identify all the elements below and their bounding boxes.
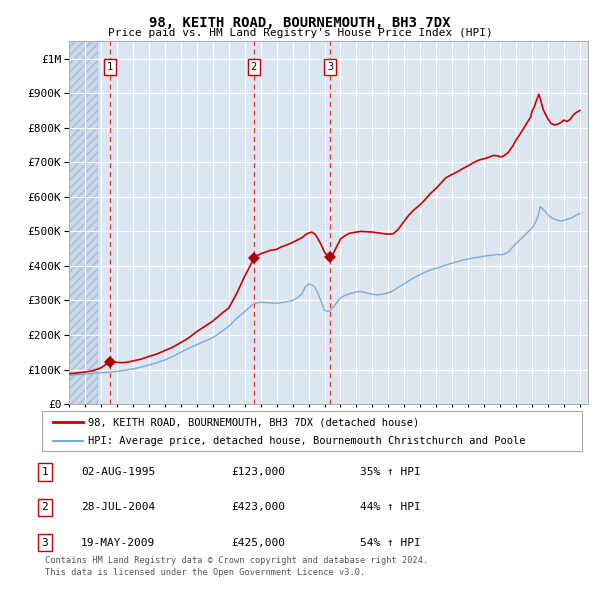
Text: £123,000: £123,000	[231, 467, 285, 477]
Text: Price paid vs. HM Land Registry's House Price Index (HPI): Price paid vs. HM Land Registry's House …	[107, 28, 493, 38]
Text: £425,000: £425,000	[231, 538, 285, 548]
Text: £423,000: £423,000	[231, 503, 285, 512]
Text: 44% ↑ HPI: 44% ↑ HPI	[360, 503, 421, 512]
Text: HPI: Average price, detached house, Bournemouth Christchurch and Poole: HPI: Average price, detached house, Bour…	[88, 437, 526, 446]
Text: 2: 2	[251, 62, 257, 72]
Text: 98, KEITH ROAD, BOURNEMOUTH, BH3 7DX (detached house): 98, KEITH ROAD, BOURNEMOUTH, BH3 7DX (de…	[88, 418, 419, 428]
Text: 02-AUG-1995: 02-AUG-1995	[81, 467, 155, 477]
Text: 54% ↑ HPI: 54% ↑ HPI	[360, 538, 421, 548]
Text: 19-MAY-2009: 19-MAY-2009	[81, 538, 155, 548]
Text: 98, KEITH ROAD, BOURNEMOUTH, BH3 7DX: 98, KEITH ROAD, BOURNEMOUTH, BH3 7DX	[149, 16, 451, 30]
Bar	[69, 41, 98, 404]
Text: 1: 1	[107, 62, 113, 72]
Text: 2: 2	[41, 503, 49, 512]
Text: Contains HM Land Registry data © Crown copyright and database right 2024.
This d: Contains HM Land Registry data © Crown c…	[45, 556, 428, 577]
Text: 35% ↑ HPI: 35% ↑ HPI	[360, 467, 421, 477]
Text: 3: 3	[327, 62, 334, 72]
Text: 3: 3	[41, 538, 49, 548]
Text: 28-JUL-2004: 28-JUL-2004	[81, 503, 155, 512]
Text: 1: 1	[41, 467, 49, 477]
